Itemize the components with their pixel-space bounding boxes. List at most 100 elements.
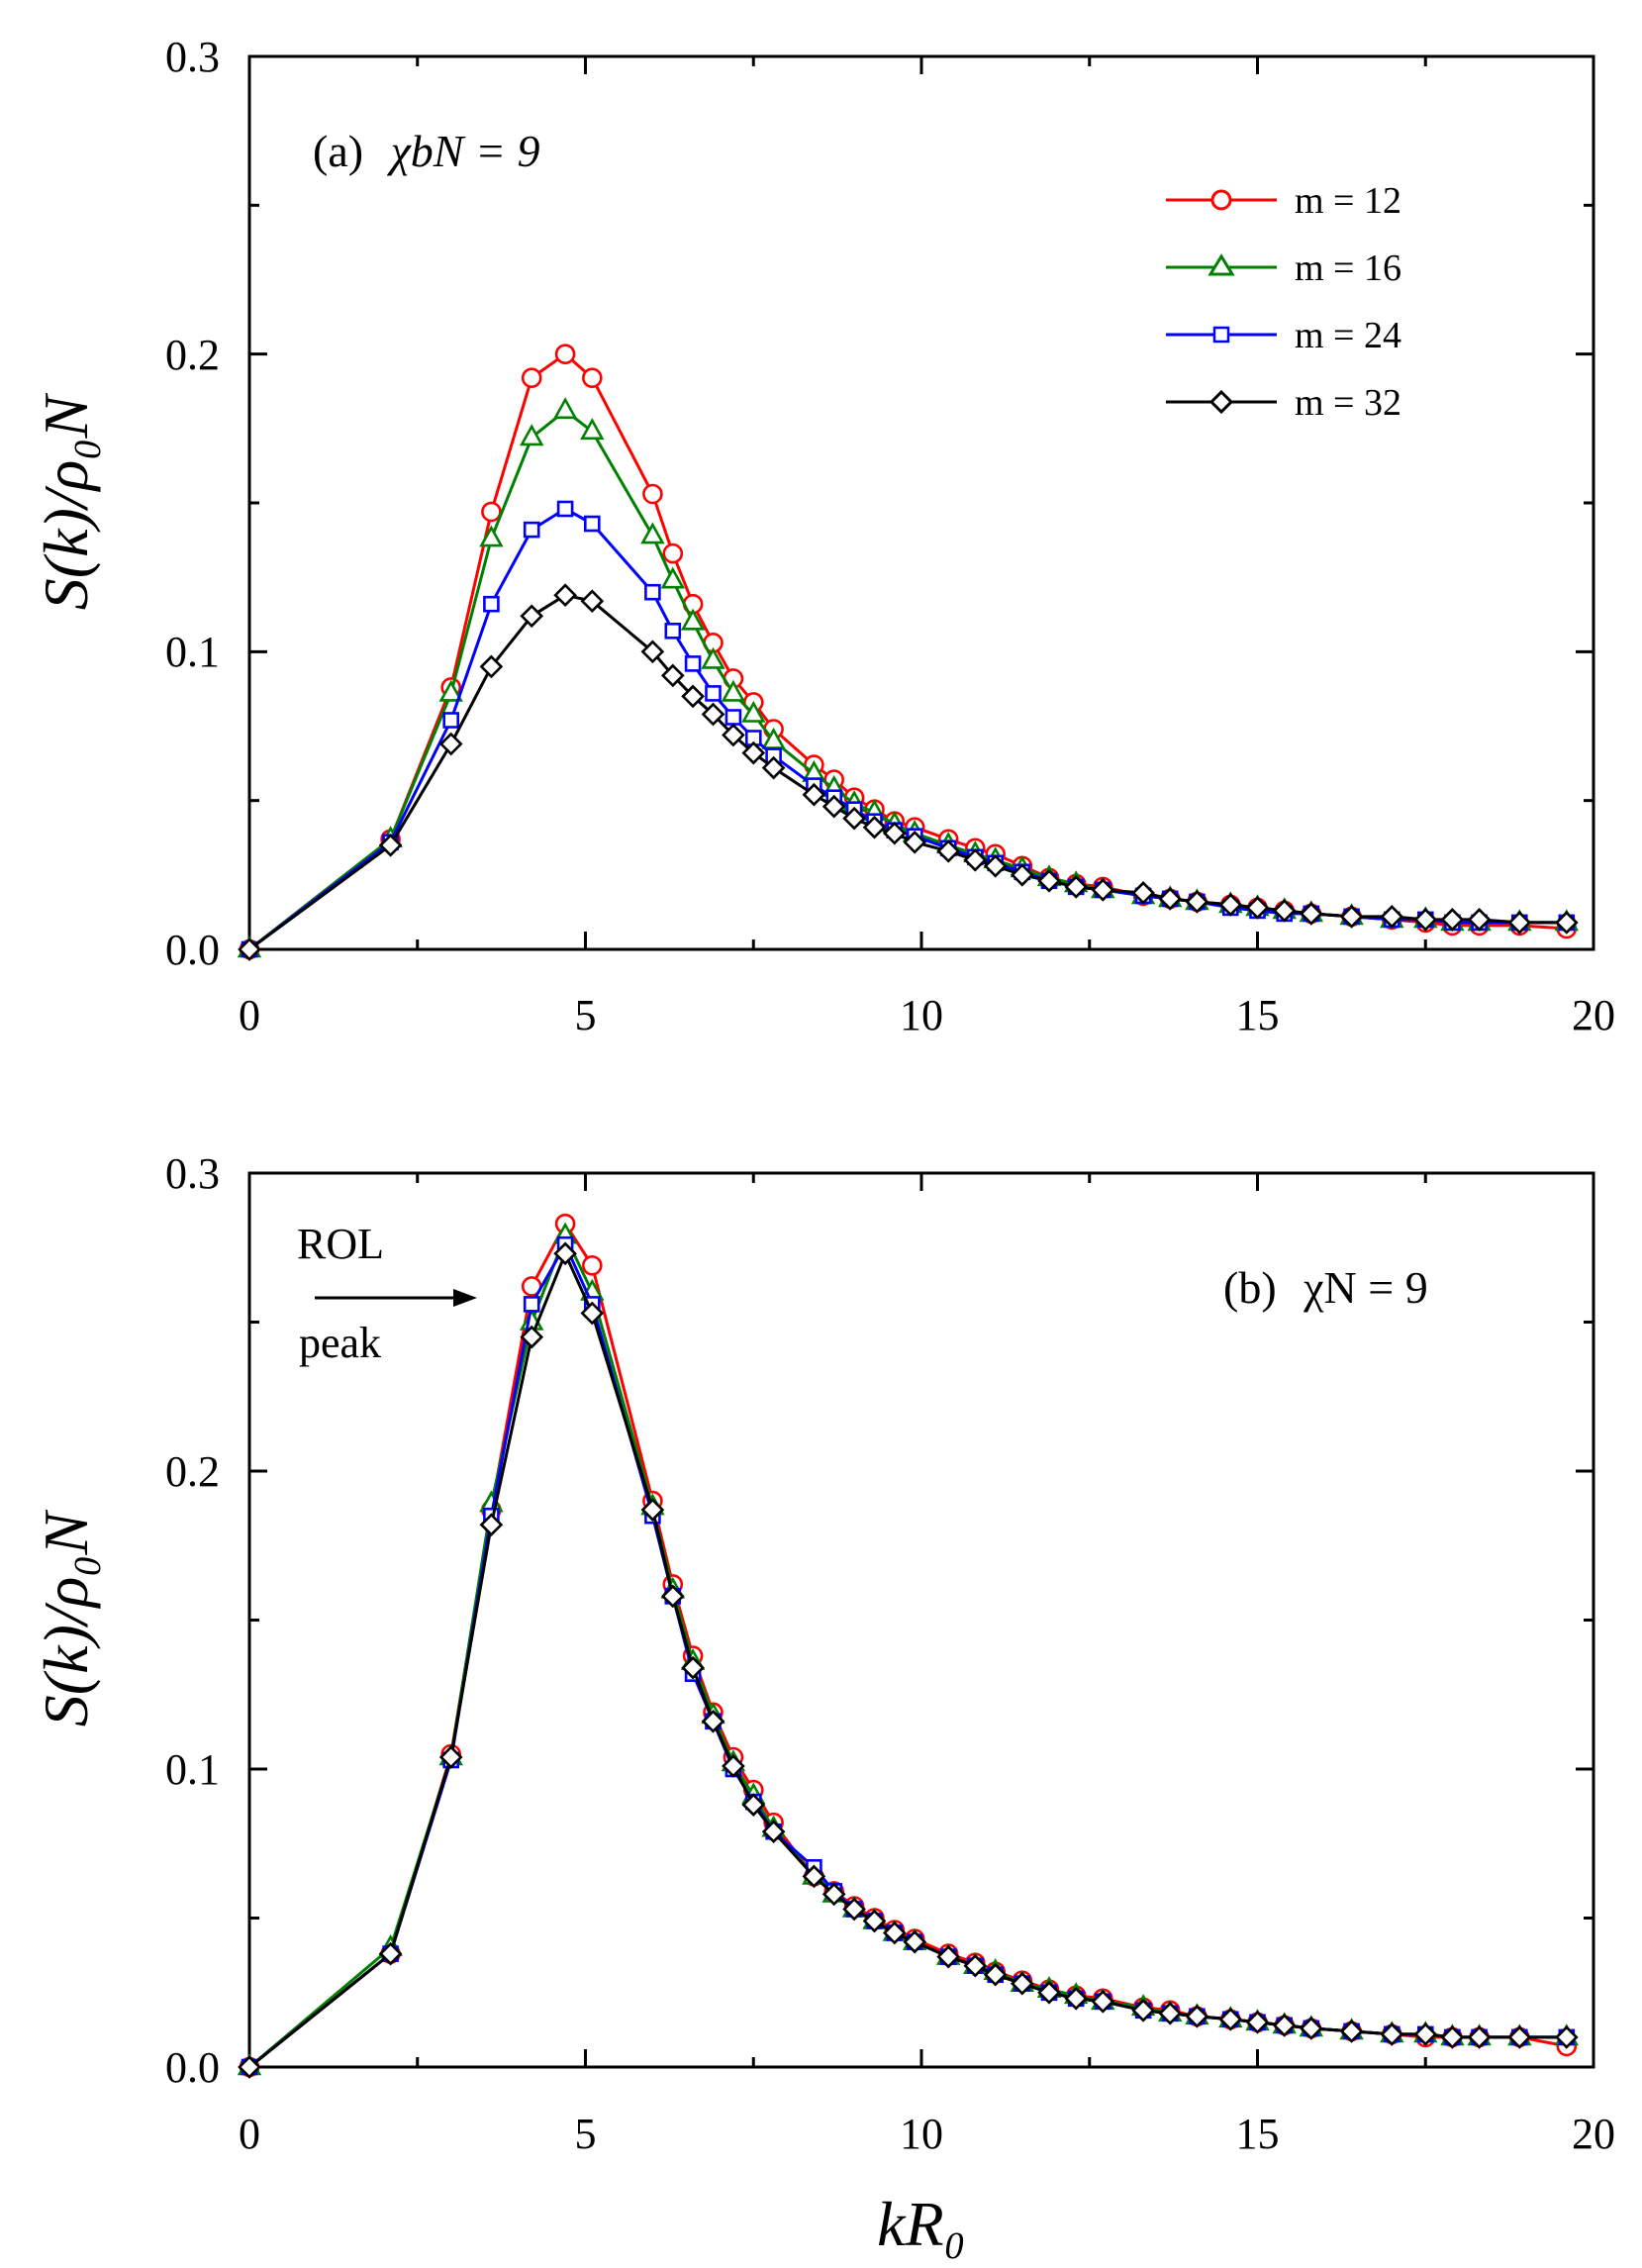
panel-a-point-m32 (862, 815, 887, 839)
panel-a-point-m32 (520, 604, 544, 629)
panel-b-point-m32 (862, 1909, 887, 1933)
panel-a-point-m16 (519, 424, 544, 446)
panel-a-point-m32 (640, 640, 665, 664)
panel-a-point-m32 (761, 755, 786, 780)
panel-b-point-m32 (882, 1921, 907, 1945)
panel-a: 0 5 10 15 20 0.0 0.1 0.2 0.3 S(k)/ρ₀N (a… (31, 33, 1615, 1039)
panel-a-point-m32 (903, 830, 927, 854)
panel-a-point-m24 (705, 685, 722, 702)
panel-a-series (237, 344, 1580, 961)
panel-a-x-tick-5: 5 (575, 991, 597, 1039)
panel-b-point-m32 (1339, 2020, 1364, 2043)
panel-b-point-m32 (1272, 2014, 1297, 2037)
panel-b-point-m32 (660, 1584, 685, 1609)
panel-b-point-m32 (1185, 2004, 1209, 2028)
panel-b-point-m32 (1440, 2025, 1465, 2049)
panel-b-y-tick-0: 0.0 (165, 2043, 220, 2092)
panel-a-point-m32 (1064, 875, 1089, 899)
panel-a-label-math: χbN = 9 (387, 126, 540, 176)
legend-label-m12: m = 12 (1295, 180, 1401, 222)
panel-b-y-tick-2: 0.2 (165, 1447, 220, 1496)
panel-a-point-m32 (1218, 893, 1243, 917)
panel-a-point-m32 (701, 702, 725, 727)
panel-b-point-m32 (238, 2055, 261, 2079)
panel-a-point-m24 (664, 622, 682, 640)
panel-a-point-m16 (552, 397, 578, 420)
panel-a-point-m32 (802, 782, 826, 807)
panel-b-point-m32 (741, 1793, 766, 1817)
panel-a-point-m16 (580, 418, 605, 441)
legend-marker-m16 (1207, 253, 1235, 276)
panel-b-point-m32 (722, 1754, 745, 1778)
panel-a-point-m12 (554, 344, 576, 365)
legend-label-m16: m = 16 (1295, 247, 1401, 289)
panel-b-point-m32 (479, 1513, 504, 1537)
panel-a-point-m12 (662, 542, 684, 564)
panel-b-point-m32 (1467, 2025, 1492, 2049)
panel-a-point-m16 (660, 566, 686, 589)
panel-a-point-m16 (741, 700, 766, 723)
panel-b-point-m32 (802, 1864, 826, 1889)
panel-a-point-m32 (1158, 887, 1183, 911)
panel-a-point-m32 (1339, 905, 1364, 929)
panel-a-point-m24 (523, 521, 540, 539)
panel-b-point-m32 (640, 1498, 665, 1522)
rol-arrow-head (453, 1289, 477, 1307)
panel-a-point-m32 (722, 723, 745, 747)
panel-b-label-prefix: (b) (1223, 1262, 1277, 1313)
panel-a-series-line-m24 (248, 507, 1567, 951)
panel-b: 0 5 10 15 20 0.0 0.1 0.2 0.3 S(k)/ρ₀N kR… (31, 1149, 1615, 2259)
panel-b-point-m32 (1010, 1971, 1034, 1996)
panel-a-point-m16 (479, 525, 504, 547)
panel-b-point-m32 (983, 1962, 1008, 1987)
panel-b-point-m32 (580, 1301, 605, 1326)
panel-b-point-m32 (681, 1655, 705, 1680)
legend-marker-m32 (1208, 389, 1234, 415)
rol-annotation: ROL peak (297, 1220, 477, 1367)
panel-a-point-m32 (1299, 902, 1323, 926)
panel-a-label-prefix: (a) (313, 126, 363, 176)
panel-a-x-tick-0: 0 (239, 991, 260, 1039)
panel-a-point-m32 (842, 806, 866, 831)
panel-a-point-m24 (724, 709, 742, 726)
panel-b-point-m12 (581, 1255, 603, 1276)
panel-a-point-m32 (741, 740, 766, 765)
panel-b-point-m32 (701, 1709, 725, 1733)
rol-annotation-line-2: peak (299, 1319, 381, 1367)
legend-label-m32: m = 32 (1295, 382, 1401, 424)
legend-marker-m24 (1212, 326, 1230, 344)
panel-a-point-m16 (701, 646, 725, 669)
panel-a-point-m32 (681, 684, 705, 709)
panel-a-y-axis-title: S(k)/ρ₀N (31, 392, 101, 610)
panel-a-point-m32 (936, 838, 961, 863)
panel-a-point-m12 (521, 367, 542, 389)
panel-b-point-m32 (553, 1241, 577, 1266)
legend-marker-m12 (1210, 189, 1232, 211)
panel-a-point-m12 (481, 501, 502, 523)
panel-a-point-m32 (1185, 890, 1209, 914)
panel-a-point-m16 (721, 679, 746, 702)
panel-b-y-axis-title: S(k)/ρ₀N (31, 1509, 101, 1726)
panel-a-point-m32 (963, 847, 988, 872)
panel-b-point-m32 (520, 1325, 544, 1349)
panel-a-x-tick-20: 20 (1572, 991, 1615, 1039)
panel-a-point-m32 (1272, 899, 1297, 923)
panel-a-point-m32 (1440, 908, 1465, 932)
panel-a-point-m32 (1091, 878, 1115, 902)
panel-a-point-m12 (642, 483, 663, 505)
panel-a-label: (a) χbN = 9 (313, 126, 540, 176)
panel-b-point-m32 (378, 1941, 403, 1966)
panel-b-point-m32 (438, 1745, 463, 1769)
panel-b-point-m32 (1554, 2025, 1579, 2049)
rol-annotation-line-1: ROL (297, 1220, 384, 1268)
panel-b-label: (b) χN = 9 (1223, 1262, 1428, 1313)
panel-a-point-m16 (640, 522, 665, 544)
panel-b-point-m32 (1299, 2017, 1323, 2040)
panel-a-point-m24 (644, 583, 661, 601)
panel-a-point-m32 (821, 794, 846, 819)
panel-b-point-m32 (1218, 2007, 1243, 2031)
panel-a-point-m32 (1380, 905, 1404, 929)
panel-b-point-m24 (523, 1296, 540, 1313)
panel-b-point-m32 (842, 1897, 866, 1922)
